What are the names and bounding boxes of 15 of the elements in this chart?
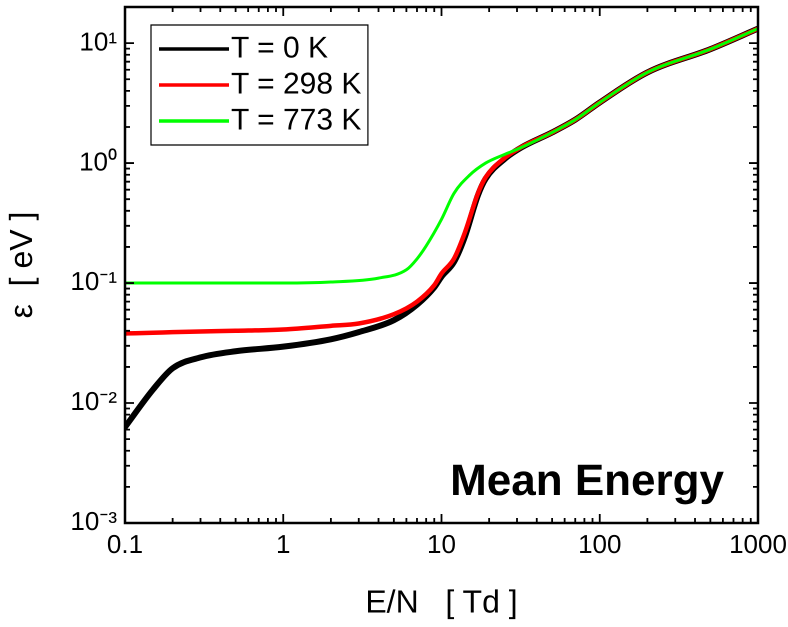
x-tick-label: 10 <box>427 529 456 560</box>
legend-label: T = 0 K <box>231 31 328 64</box>
legend-label: T = 298 K <box>231 67 362 100</box>
x-tick-label: 100 <box>578 529 622 560</box>
x-axis-title: E/N [ Td ] <box>365 584 518 620</box>
x-tick-label: 1000 <box>729 529 787 560</box>
y-tick-label: 10⁻² <box>70 386 118 416</box>
y-tick-label: 10⁰ <box>79 146 117 176</box>
y-tick-label: 10⁻¹ <box>70 266 118 296</box>
x-tick-label: 1 <box>276 529 290 560</box>
x-tick-label: 0.1 <box>106 529 144 560</box>
y-tick-label: 10¹ <box>79 26 118 56</box>
y-axis-title: ε [ eV ] <box>3 212 40 318</box>
legend-label: T = 773 K <box>231 103 362 136</box>
annotation: Mean Energy <box>450 456 725 505</box>
